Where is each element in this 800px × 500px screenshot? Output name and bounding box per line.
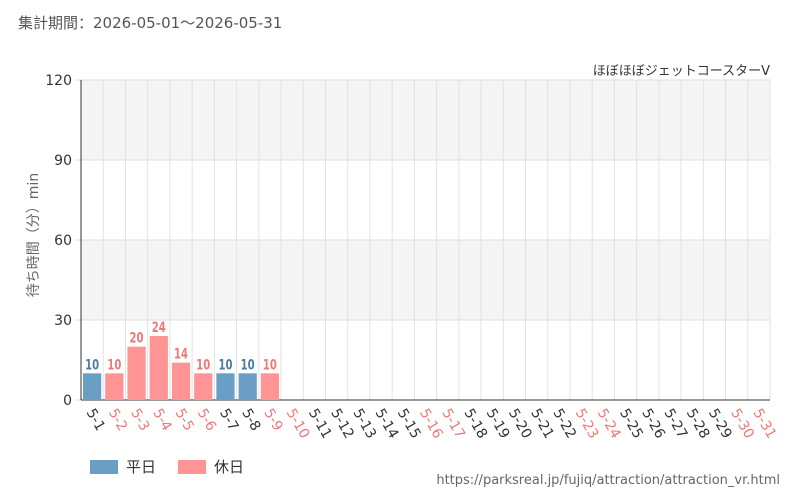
bar [149,336,168,400]
bar [127,346,146,400]
x-tick-label: 5-8 [238,406,263,434]
x-tick-label: 5-6 [194,406,219,434]
chart-title: ほぼほぼジェットコースターV [592,64,770,79]
bar [105,373,124,400]
x-tick-label: 5-4 [149,406,174,434]
bar-value-label: 10 [107,356,121,373]
x-tick-label: 5-5 [172,406,197,434]
bar [260,373,280,400]
bar-value-label: 10 [218,356,232,373]
x-tick-label: 5-31 [749,406,779,442]
y-tick-label: 90 [54,153,72,169]
x-tick-label: 5-9 [260,406,285,434]
x-tick-label: 5-3 [127,406,152,434]
bar-value-label: 14 [174,345,188,362]
y-tick-label: 30 [54,313,72,329]
bar [83,373,102,400]
legend-weekday-label: 平日 [126,458,157,476]
legend-holiday-label: 休日 [214,458,245,476]
bar-value-label: 10 [85,356,99,373]
y-tick-label: 0 [63,393,72,409]
bar [171,362,191,400]
bar-value-label: 10 [263,356,277,373]
x-tick-label: 5-1 [83,406,108,434]
bar-value-label: 10 [241,356,255,373]
plot-band [81,240,770,320]
y-tick-label: 60 [54,233,72,249]
legend: 平日 休日 [90,456,266,477]
bar-value-label: 20 [130,329,144,346]
source-url: https://parksreal.jp/fujiq/attraction/at… [436,473,780,488]
y-tick-label: 120 [45,73,72,89]
plot-band [81,80,770,160]
legend-holiday-swatch [178,459,207,474]
bar [216,373,235,400]
bar [238,373,257,400]
bar [194,373,213,400]
bar-value-label: 24 [152,319,166,336]
legend-weekday: 平日 [90,456,156,477]
period-text: 集計期間：2026-05-01～2026-05-31 [18,14,283,32]
legend-holiday: 休日 [178,456,244,477]
legend-weekday-swatch [90,459,118,474]
plot-band [81,160,770,240]
x-tick-label: 5-7 [216,406,241,434]
bar-value-label: 10 [196,356,210,373]
x-tick-label: 5-2 [105,406,130,434]
